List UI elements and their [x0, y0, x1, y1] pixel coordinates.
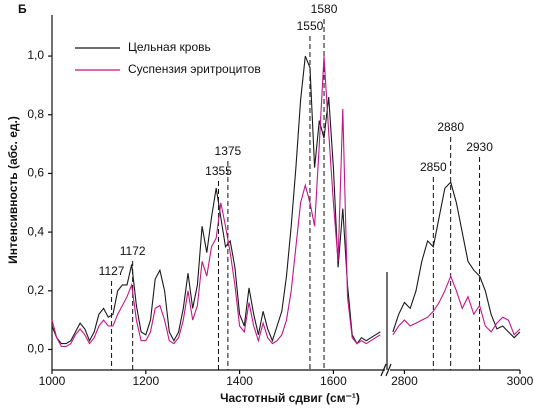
- legend-label: Суспензия эритроцитов: [128, 62, 261, 76]
- series-line: [392, 181, 521, 339]
- peak-label: 1375: [215, 144, 242, 158]
- chart-title: Б: [18, 2, 27, 16]
- peak-label: 1127: [99, 264, 125, 278]
- peak-label: 1580: [311, 2, 338, 16]
- x-tick-label: 3000: [507, 374, 534, 388]
- x-tick-label: 1000: [39, 374, 66, 388]
- peak-label: 1355: [205, 164, 232, 178]
- peak-label: 1172: [120, 244, 146, 258]
- y-tick-label: 0,6: [27, 166, 44, 180]
- x-tick-label: 1400: [226, 374, 253, 388]
- peak-label: 2880: [437, 120, 464, 134]
- peak-label: 2930: [466, 140, 493, 154]
- x-tick-label: 1600: [320, 374, 347, 388]
- y-tick-label: 0,2: [27, 283, 44, 297]
- peak-label: 1550: [297, 19, 324, 33]
- legend-label: Цельная кровь: [128, 40, 211, 54]
- y-tick-label: 1,0: [27, 48, 44, 62]
- series-line: [392, 274, 521, 336]
- peak-label: 2850: [420, 160, 447, 174]
- y-tick-label: 0,0: [27, 342, 44, 356]
- axis-break: [380, 363, 387, 377]
- y-tick-label: 0,8: [27, 107, 44, 121]
- x-tick-label: 1200: [132, 374, 159, 388]
- axis-break: [385, 363, 392, 377]
- x-axis-label: Частотный сдвиг (см⁻¹): [220, 391, 360, 405]
- y-tick-label: 0,4: [27, 224, 44, 238]
- x-tick-label: 2800: [391, 374, 418, 388]
- series-line: [51, 55, 381, 345]
- y-axis-label: Интенсивность (абс. ед.): [6, 116, 20, 264]
- series-line: [51, 56, 381, 348]
